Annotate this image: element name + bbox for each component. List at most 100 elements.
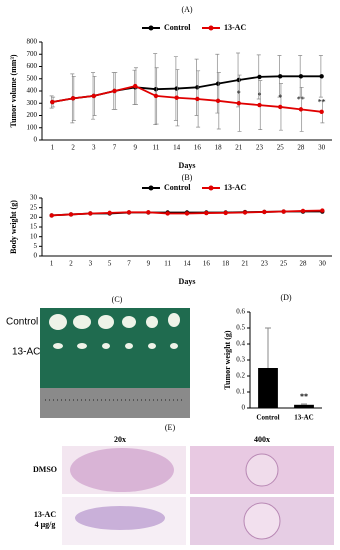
- data-point: [242, 210, 248, 215]
- data-point: [91, 93, 96, 99]
- x-tick-label: 14: [184, 260, 192, 268]
- y-tick-label: 400: [27, 87, 38, 95]
- x-tick-label: 2: [69, 260, 73, 268]
- y-tick-label: 0: [34, 252, 38, 260]
- series-line: [52, 85, 322, 113]
- y-tick-label: 600: [27, 62, 38, 70]
- x-tick-label: 7: [113, 144, 117, 152]
- x-tick-label: 11: [164, 260, 171, 268]
- data-point: [50, 99, 55, 105]
- data-point: [146, 210, 151, 215]
- legend-marker: [148, 185, 154, 191]
- panel-label: (C): [112, 295, 123, 304]
- y-tick-label: 20: [30, 213, 38, 221]
- y-tick-label: 0.6: [236, 308, 245, 316]
- data-point: [133, 83, 138, 89]
- x-tick-label: 28: [300, 260, 308, 268]
- y-tick-label: 0: [242, 404, 246, 412]
- y-tick-label: 700: [27, 50, 38, 58]
- legend-marker: [208, 25, 214, 31]
- x-tick-label: 28: [297, 144, 305, 152]
- x-tick-label: 1: [50, 260, 54, 268]
- x-tick-label: 9: [147, 260, 151, 268]
- x-tick-label: 16: [203, 260, 211, 268]
- significance-label: *: [278, 93, 282, 102]
- data-point: [257, 74, 262, 80]
- y-tick-label: 500: [27, 74, 38, 82]
- data-point: [107, 210, 112, 216]
- x-tick-label: 23: [261, 260, 269, 268]
- row-label: Control: [6, 317, 38, 328]
- error-bar: [265, 327, 271, 368]
- legend-label: 13-AC: [224, 23, 246, 32]
- x-tick-label: Control: [256, 414, 279, 422]
- legend-label: 13-AC: [224, 183, 246, 192]
- panel-label: (B): [182, 173, 193, 182]
- data-point: [112, 88, 117, 94]
- data-point: [195, 96, 200, 102]
- x-tick-label: 25: [280, 260, 288, 268]
- x-tick-label: 1: [51, 144, 55, 152]
- x-axis-label: Days: [179, 161, 196, 170]
- x-tick-label: 9: [133, 144, 137, 152]
- panel-label: (D): [280, 293, 291, 302]
- bar: [294, 404, 314, 408]
- y-tick-label: 0.3: [236, 356, 245, 364]
- x-tick-label: 7: [127, 260, 131, 268]
- x-tick-label: 2: [71, 144, 75, 152]
- data-point: [68, 212, 74, 217]
- data-point: [215, 81, 221, 86]
- legend-label: Control: [164, 23, 191, 32]
- x-tick-label: 5: [108, 260, 112, 268]
- data-point: [281, 209, 286, 214]
- data-point: [195, 85, 200, 90]
- row-label: DMSO: [33, 465, 57, 474]
- data-point: [257, 102, 262, 108]
- data-point: [174, 86, 179, 91]
- x-tick-label: 21: [235, 144, 243, 152]
- histology-images: [62, 446, 334, 545]
- data-point: [204, 210, 209, 216]
- significance-label: *: [258, 91, 262, 100]
- column-label: 20x: [114, 435, 126, 444]
- y-axis-label: Tumor weight (g): [223, 330, 232, 389]
- x-axis-label: Days: [179, 277, 196, 286]
- significance-label: **: [297, 95, 305, 104]
- data-point: [223, 210, 228, 216]
- y-tick-label: 25: [30, 203, 38, 211]
- y-tick-label: 0.5: [236, 324, 245, 332]
- x-tick-label: 21: [242, 260, 250, 268]
- panel-label: (E): [165, 423, 176, 432]
- legend-label: Control: [164, 183, 191, 192]
- x-tick-label: 16: [194, 144, 202, 152]
- y-tick-label: 0.2: [236, 372, 245, 380]
- data-point: [319, 109, 324, 115]
- x-tick-label: 3: [92, 144, 96, 152]
- data-point: [165, 211, 170, 216]
- column-label: 400x: [254, 435, 270, 444]
- y-tick-label: 100: [27, 123, 38, 131]
- y-axis-label: Body weight (g): [9, 200, 18, 254]
- x-tick-label: 14: [173, 144, 181, 152]
- error-bar: [301, 403, 307, 405]
- data-point: [126, 210, 132, 215]
- data-point: [174, 95, 179, 100]
- y-axis-label: Tumor volume (mm³): [9, 54, 18, 127]
- data-point: [236, 101, 241, 106]
- data-point: [300, 208, 306, 214]
- x-tick-label: 18: [222, 260, 230, 268]
- data-point: [236, 77, 241, 83]
- y-tick-label: 15: [30, 223, 38, 231]
- y-tick-label: 0: [34, 136, 38, 144]
- tumor-photo: [40, 308, 190, 418]
- y-tick-label: 5: [34, 242, 38, 250]
- x-tick-label: 11: [153, 144, 160, 152]
- y-tick-label: 200: [27, 111, 38, 119]
- x-tick-label: 30: [318, 144, 326, 152]
- significance-label: **: [318, 98, 326, 107]
- legend-marker: [208, 185, 214, 191]
- significance-label: **: [300, 392, 308, 401]
- data-point: [320, 208, 325, 213]
- y-tick-label: 10: [30, 232, 38, 240]
